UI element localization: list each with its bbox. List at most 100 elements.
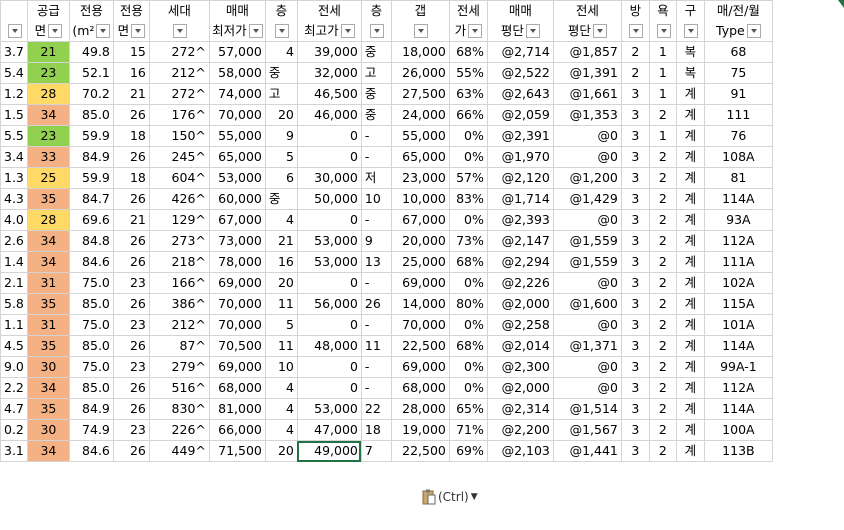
- cell[interactable]: 65,000: [208, 146, 266, 168]
- cell[interactable]: @2,120: [486, 167, 554, 189]
- cell[interactable]: 2: [648, 146, 677, 168]
- cell[interactable]: 28: [26, 83, 70, 105]
- cell[interactable]: -: [360, 146, 392, 168]
- cell[interactable]: @2,393: [486, 209, 554, 231]
- cell[interactable]: 69.6: [68, 209, 114, 231]
- cell[interactable]: 35: [26, 335, 70, 357]
- cell[interactable]: 1.2: [0, 83, 28, 105]
- cell[interactable]: 111A: [703, 251, 773, 273]
- cell[interactable]: 2: [648, 440, 677, 462]
- cell[interactable]: 9: [264, 125, 298, 147]
- cell[interactable]: 69,000: [208, 272, 266, 294]
- cell[interactable]: 85.0: [68, 377, 114, 399]
- cell[interactable]: 69,000: [390, 272, 450, 294]
- cell[interactable]: @2,000: [486, 293, 554, 315]
- cell[interactable]: 3.4: [0, 146, 28, 168]
- cell[interactable]: 20: [264, 272, 298, 294]
- cell[interactable]: 26: [112, 293, 150, 315]
- cell[interactable]: @2,000: [486, 377, 554, 399]
- cell[interactable]: 2: [648, 188, 677, 210]
- cell[interactable]: 4: [264, 419, 298, 441]
- cell[interactable]: 176^: [148, 104, 210, 126]
- cell[interactable]: @0: [552, 209, 622, 231]
- cell[interactable]: 0: [296, 377, 362, 399]
- cell[interactable]: 30: [26, 419, 70, 441]
- cell[interactable]: 2: [620, 62, 650, 84]
- cell[interactable]: 0%: [448, 377, 488, 399]
- cell[interactable]: 중: [360, 83, 392, 105]
- cell[interactable]: @1,391: [552, 62, 622, 84]
- cell[interactable]: 10: [264, 356, 298, 378]
- cell[interactable]: 5: [264, 314, 298, 336]
- cell[interactable]: 5.4: [0, 62, 28, 84]
- cell[interactable]: 604^: [148, 167, 210, 189]
- cell[interactable]: 21: [112, 209, 150, 231]
- cell[interactable]: 3: [620, 188, 650, 210]
- filter-dropdown-button[interactable]: [7, 24, 22, 38]
- cell[interactable]: @2,226: [486, 272, 554, 294]
- cell[interactable]: 4: [264, 41, 298, 63]
- cell[interactable]: 계: [675, 83, 705, 105]
- filter-dropdown-button[interactable]: [746, 24, 761, 38]
- filter-dropdown-button[interactable]: [370, 24, 385, 38]
- cell[interactable]: 계: [675, 314, 705, 336]
- cell[interactable]: @1,714: [486, 188, 554, 210]
- cell[interactable]: 114A: [703, 398, 773, 420]
- cell[interactable]: 9: [360, 230, 392, 252]
- cell[interactable]: 70,500: [208, 335, 266, 357]
- cell[interactable]: 449^: [148, 440, 210, 462]
- cell[interactable]: 46,500: [296, 83, 362, 105]
- cell[interactable]: 85.0: [68, 293, 114, 315]
- cell[interactable]: 49.8: [68, 41, 114, 63]
- cell[interactable]: 245^: [148, 146, 210, 168]
- cell[interactable]: 28,000: [390, 398, 450, 420]
- cell[interactable]: 26: [112, 377, 150, 399]
- filter-dropdown-button[interactable]: [525, 24, 540, 38]
- cell[interactable]: 26: [112, 230, 150, 252]
- cell[interactable]: @2,103: [486, 440, 554, 462]
- cell[interactable]: 16: [264, 251, 298, 273]
- cell[interactable]: 18: [360, 419, 392, 441]
- cell[interactable]: 830^: [148, 398, 210, 420]
- cell[interactable]: 4.5: [0, 335, 28, 357]
- cell[interactable]: 115A: [703, 293, 773, 315]
- cell[interactable]: 78,000: [208, 251, 266, 273]
- cell[interactable]: 25,000: [390, 251, 450, 273]
- cell[interactable]: 계: [675, 335, 705, 357]
- cell[interactable]: 0%: [448, 314, 488, 336]
- cell[interactable]: 0: [296, 356, 362, 378]
- cell[interactable]: @0: [552, 125, 622, 147]
- cell[interactable]: 27,500: [390, 83, 450, 105]
- cell[interactable]: 55,000: [390, 125, 450, 147]
- cell[interactable]: 70.2: [68, 83, 114, 105]
- cell[interactable]: @1,441: [552, 440, 622, 462]
- filter-dropdown-button[interactable]: [275, 24, 290, 38]
- cell[interactable]: 68,000: [390, 377, 450, 399]
- cell[interactable]: 53,000: [296, 398, 362, 420]
- cell[interactable]: 272^: [148, 83, 210, 105]
- cell[interactable]: 0: [296, 314, 362, 336]
- cell[interactable]: 26: [112, 146, 150, 168]
- cell[interactable]: 3: [620, 398, 650, 420]
- cell[interactable]: 108A: [703, 146, 773, 168]
- cell[interactable]: 30: [26, 356, 70, 378]
- cell[interactable]: 1: [648, 41, 677, 63]
- cell[interactable]: @1,600: [552, 293, 622, 315]
- cell[interactable]: -: [360, 272, 392, 294]
- cell[interactable]: 74,000: [208, 83, 266, 105]
- cell[interactable]: 113B: [703, 440, 773, 462]
- cell[interactable]: 516^: [148, 377, 210, 399]
- cell[interactable]: 4: [264, 398, 298, 420]
- cell[interactable]: 0: [296, 272, 362, 294]
- cell[interactable]: 69,000: [390, 356, 450, 378]
- filter-dropdown-button[interactable]: [656, 24, 671, 38]
- cell[interactable]: 57%: [448, 167, 488, 189]
- cell[interactable]: 계: [675, 398, 705, 420]
- cell[interactable]: @2,147: [486, 230, 554, 252]
- cell[interactable]: 100A: [703, 419, 773, 441]
- cell[interactable]: 272^: [148, 41, 210, 63]
- cell[interactable]: 30,000: [296, 167, 362, 189]
- cell[interactable]: 35: [26, 293, 70, 315]
- cell[interactable]: 0%: [448, 209, 488, 231]
- cell[interactable]: 20: [264, 440, 298, 462]
